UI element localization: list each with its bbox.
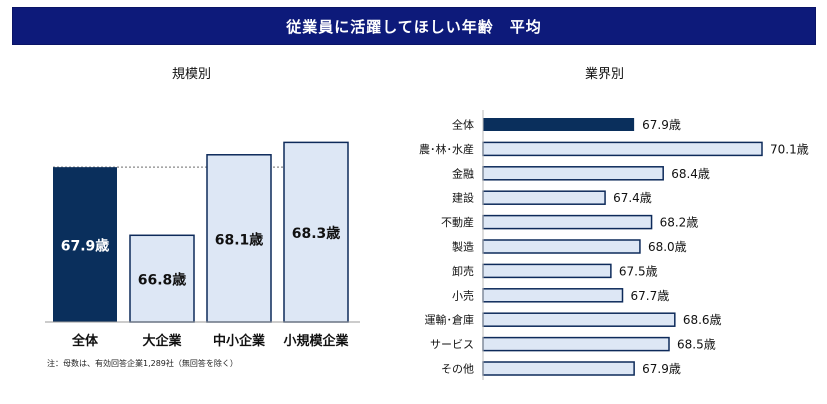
bar-size-3 <box>283 141 349 323</box>
value-label-size-0: 67.9歳 <box>61 238 110 255</box>
value-label-industry-5: 68.0歳 <box>648 240 687 254</box>
value-label-industry-1: 70.1歳 <box>770 142 809 156</box>
bar-industry-5 <box>482 239 641 254</box>
bar-industry-4 <box>482 214 653 230</box>
category-label-size-1: 大企業 <box>142 333 182 349</box>
category-label-size-2: 中小企業 <box>213 333 266 349</box>
category-label-industry-7: 小売 <box>452 289 474 302</box>
value-label-industry-2: 68.4歳 <box>671 167 710 181</box>
value-label-industry-10: 67.9歳 <box>642 362 681 376</box>
subtitle-size: 規模別 <box>172 67 212 82</box>
value-label-size-2: 68.1歳 <box>215 231 264 248</box>
category-label-industry-3: 建設 <box>452 191 474 205</box>
bar-industry-3 <box>482 190 606 205</box>
bar-size-1 <box>129 234 195 323</box>
bar-industry-7 <box>482 288 624 303</box>
category-label-industry-9: サービス <box>430 338 474 351</box>
bar-industry-9 <box>482 336 670 352</box>
value-label-industry-8: 68.6歳 <box>683 313 722 327</box>
value-label-size-3: 68.3歳 <box>292 225 341 242</box>
category-label-industry-2: 金融 <box>452 166 474 180</box>
bar-industry-0 <box>483 118 635 131</box>
bar-size-2 <box>206 154 272 323</box>
category-label-size-0: 全体 <box>71 333 99 349</box>
category-label-industry-4: 不動産 <box>441 215 474 229</box>
category-label-industry-5: 製造 <box>452 240 474 254</box>
bar-industry-2 <box>482 166 664 181</box>
subtitle-industry: 業界別 <box>585 67 625 82</box>
bar-industry-10 <box>482 361 635 376</box>
value-label-industry-0: 67.9歳 <box>642 118 681 132</box>
value-label-industry-6: 67.5歳 <box>619 264 658 278</box>
value-label-industry-3: 67.4歳 <box>613 191 652 205</box>
category-label-industry-8: 運輸･倉庫 <box>425 313 475 327</box>
bar-industry-6 <box>482 263 612 279</box>
value-label-industry-9: 68.5歳 <box>677 338 716 352</box>
bar-industry-1 <box>482 141 763 157</box>
value-label-size-1: 66.8歳 <box>138 272 187 289</box>
bar-industry-8 <box>482 312 676 327</box>
category-label-industry-0: 全体 <box>452 118 474 132</box>
category-label-industry-6: 卸売 <box>452 264 474 278</box>
category-label-size-3: 小規模企業 <box>283 333 349 349</box>
value-label-industry-7: 67.7歳 <box>631 289 670 303</box>
value-label-industry-4: 68.2歳 <box>660 216 699 230</box>
category-label-industry-1: 農･林･水産 <box>419 142 474 156</box>
bar-size-0 <box>53 167 117 322</box>
category-label-industry-10: その他 <box>441 363 474 376</box>
chart-title: 従業員に活躍してほしい年齢 平均 <box>12 7 816 45</box>
footnote: 注：母数は、有効回答企業1,289社（無回答を除く） <box>47 359 238 368</box>
